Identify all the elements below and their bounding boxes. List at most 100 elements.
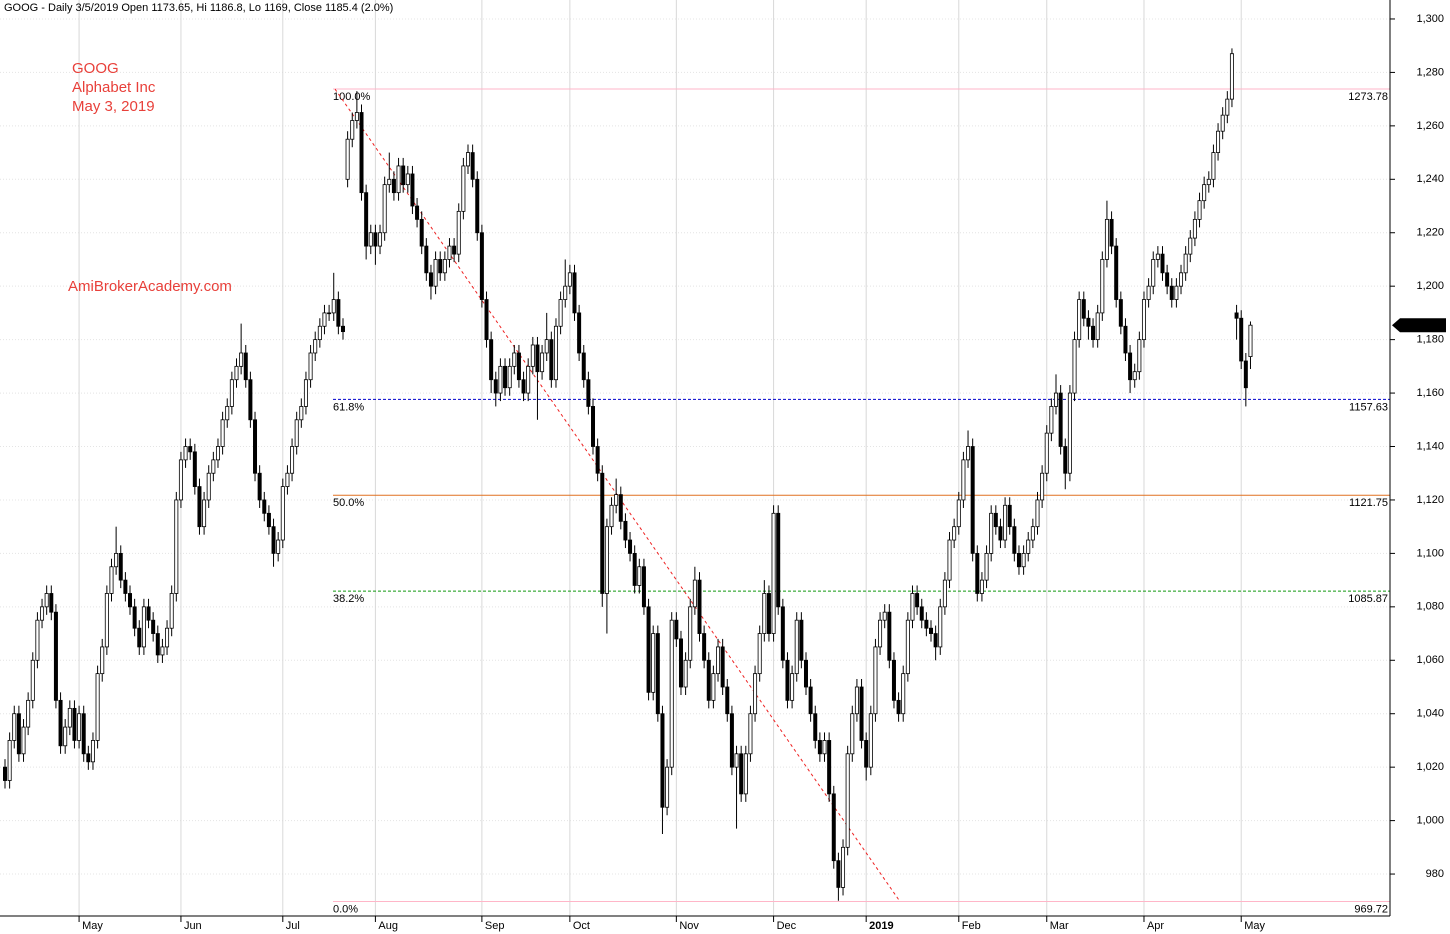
candle-body — [720, 646, 725, 688]
annotation: May 3, 2019 — [72, 98, 155, 115]
x-tick-label: May — [1244, 920, 1265, 932]
candle-body — [49, 593, 54, 613]
y-tick-label: 1,060 — [1416, 654, 1444, 666]
last-price-tag — [1392, 318, 1446, 333]
candle-body — [669, 619, 674, 768]
candle-body — [873, 646, 878, 715]
candle-body — [220, 419, 225, 447]
candle-body — [419, 218, 424, 247]
candle-body — [771, 512, 776, 634]
candle-body — [688, 606, 693, 661]
candle-body — [813, 713, 818, 741]
candle-body — [780, 606, 785, 661]
candle-body — [1091, 325, 1096, 341]
candle-body — [836, 860, 841, 888]
candle-body — [711, 673, 716, 701]
candle-body — [1155, 253, 1160, 260]
candle-body — [581, 352, 586, 381]
y-tick-label: 1,180 — [1416, 334, 1444, 346]
candle-body — [257, 472, 262, 501]
candle-body — [100, 646, 105, 675]
candle-body — [503, 365, 508, 389]
candle-body — [854, 686, 859, 715]
candle-body — [975, 552, 980, 594]
candle-body — [415, 205, 420, 220]
candle-body — [641, 566, 646, 608]
y-tick-label: 1,000 — [1416, 815, 1444, 827]
candle-body — [1183, 253, 1188, 274]
candle-body — [600, 472, 605, 594]
candle-body — [1072, 339, 1077, 394]
candle-body — [831, 793, 836, 862]
candle-body — [1137, 339, 1142, 373]
candle-body — [456, 210, 461, 255]
candle-body — [160, 646, 165, 656]
candle-body — [887, 611, 892, 661]
candle-body — [7, 740, 12, 781]
y-tick-label: 1,160 — [1416, 387, 1444, 399]
candle-body — [1021, 552, 1026, 568]
candle-body — [998, 526, 1003, 541]
y-tick-label: 1,100 — [1416, 547, 1444, 559]
candle-body — [155, 633, 160, 656]
fib-ratio-label: 100.0% — [333, 91, 371, 103]
candle-body — [748, 713, 753, 755]
candle-body — [248, 379, 253, 421]
watermark: AmiBrokerAcademy.com — [68, 278, 232, 295]
candle-body — [1225, 98, 1230, 116]
candle-body — [229, 379, 234, 407]
candle-body — [929, 627, 934, 634]
candle-body — [350, 120, 355, 140]
candle-body — [544, 339, 549, 354]
y-tick-label: 1,220 — [1416, 227, 1444, 239]
candle-body — [1192, 218, 1197, 239]
candle-body — [1206, 178, 1211, 186]
candle-body — [678, 638, 683, 688]
candle-body — [1095, 312, 1100, 341]
candle-body — [822, 740, 827, 755]
y-tick-label: 1,240 — [1416, 173, 1444, 185]
candle-body — [1081, 299, 1086, 319]
candle-body — [1100, 259, 1105, 314]
candle-body — [90, 740, 95, 763]
candle-body — [44, 593, 49, 608]
candle-body — [1188, 237, 1193, 255]
candle-body — [655, 633, 660, 715]
candle-body — [53, 611, 58, 701]
candle-body — [757, 633, 762, 675]
candle-body — [322, 312, 327, 327]
candle-body — [729, 713, 734, 768]
candle-body — [924, 619, 929, 629]
x-tick-label: Dec — [777, 920, 797, 932]
candle-body — [586, 379, 591, 407]
fib-value-label: 1273.78 — [1348, 91, 1388, 103]
candle-body — [67, 707, 72, 728]
candle-body — [572, 272, 577, 314]
candle-body — [739, 753, 744, 795]
candle-body — [234, 365, 239, 381]
candle-body — [1229, 53, 1234, 100]
candle-body — [141, 606, 146, 648]
candle-body — [683, 659, 688, 688]
candle-body — [433, 259, 438, 287]
candle-body — [391, 178, 396, 194]
fib-value-label: 969.72 — [1354, 903, 1388, 915]
candle-body — [660, 713, 665, 808]
candle-body — [239, 352, 244, 367]
x-tick-label: Nov — [679, 920, 699, 932]
y-tick-label: 1,200 — [1416, 280, 1444, 292]
candle-body — [387, 178, 392, 186]
candle-body — [1216, 130, 1221, 153]
candle-body — [137, 627, 142, 648]
candle-body — [479, 232, 484, 300]
candle-body — [993, 512, 998, 528]
candle-body — [1016, 552, 1021, 568]
candle-body — [243, 352, 248, 381]
candle-body — [1109, 218, 1114, 247]
candle-body — [1104, 218, 1109, 260]
fib-value-label: 1085.87 — [1348, 593, 1388, 605]
candle-body — [646, 606, 651, 693]
candle-body — [109, 566, 114, 594]
candle-body — [1146, 285, 1151, 300]
candle-body — [933, 633, 938, 648]
